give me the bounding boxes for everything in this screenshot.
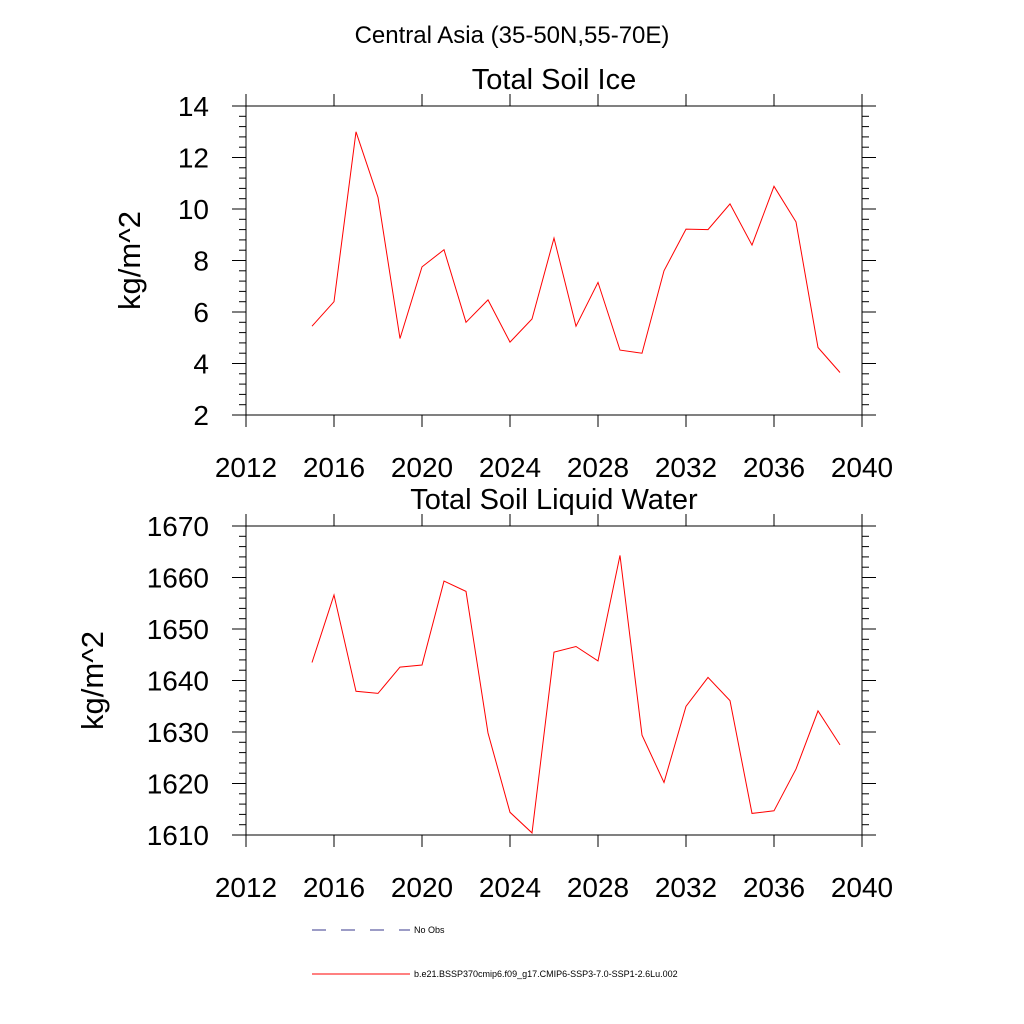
chart0-ytick-label: 10 — [178, 194, 209, 225]
chart0-ytick-label: 6 — [193, 297, 209, 328]
panel-total-soil-ice: 2012 2016 2020 2024 2028 2032 2036 2040 2 4 6 8 10 12… — [112, 64, 893, 483]
legend-item-no-obs: No Obs — [312, 925, 445, 935]
chart0-xtick-label: 2032 — [655, 452, 717, 483]
panel-total-soil-liquid-water: 2012 2016 2020 2024 2028 2032 2036 2040 1610 1620… — [75, 484, 893, 903]
legend: No Obs b.e21.BSSP370cmip6.f09_g17.CMIP6-… — [312, 925, 678, 979]
chart0-xtick-label: 2040 — [831, 452, 893, 483]
chart1-ylabel: kg/m^2 — [75, 631, 110, 730]
chart0-xtick-label: 2012 — [215, 452, 277, 483]
chart1-ytick-label: 1650 — [147, 614, 209, 645]
chart0-ytick-label: 8 — [193, 246, 209, 277]
legend-label-model-run: b.e21.BSSP370cmip6.f09_g17.CMIP6-SSP3-7.… — [414, 969, 678, 979]
chart0-plot-frame — [245, 105, 863, 416]
chart1-xtick-label: 2020 — [391, 872, 453, 903]
chart0-title: Total Soil Ice — [472, 64, 636, 96]
chart0-ylabel: kg/m^2 — [112, 211, 147, 310]
chart1-xtick-label: 2028 — [567, 872, 629, 903]
figure-supertitle: Central Asia (35-50N,55-70E) — [355, 22, 670, 49]
legend-item-model-run: b.e21.BSSP370cmip6.f09_g17.CMIP6-SSP3-7.… — [312, 969, 678, 979]
chart1-ytick-label: 1630 — [147, 717, 209, 748]
legend-label-no-obs: No Obs — [414, 925, 445, 935]
chart0-xtick-label: 2036 — [743, 452, 805, 483]
chart0-xtick-label: 2028 — [567, 452, 629, 483]
chart0-series-line — [311, 131, 841, 373]
chart0-ytick-label: 2 — [193, 400, 209, 431]
chart1-ytick-label: 1610 — [147, 820, 209, 851]
chart1-xtick-label: 2032 — [655, 872, 717, 903]
chart1-ytick-label: 1670 — [147, 511, 209, 542]
chart1-xtick-label: 2012 — [215, 872, 277, 903]
chart0-ytick-label: 12 — [178, 143, 209, 174]
chart0-xtick-label: 2024 — [479, 452, 541, 483]
chart1-xtick-label: 2036 — [743, 872, 805, 903]
chart1-plot-frame — [245, 525, 863, 836]
chart1-xtick-label: 2024 — [479, 872, 541, 903]
chart1-ytick-label: 1660 — [147, 563, 209, 594]
chart1-ytick-label: 1640 — [147, 666, 209, 697]
chart0-ytick-label: 4 — [193, 349, 209, 380]
chart0-ytick-label: 14 — [178, 91, 209, 122]
chart0-xtick-label: 2020 — [391, 452, 453, 483]
chart1-title: Total Soil Liquid Water — [410, 484, 698, 516]
chart0-xtick-label: 2016 — [303, 452, 365, 483]
chart1-xtick-label: 2040 — [831, 872, 893, 903]
chart1-xtick-label: 2016 — [303, 872, 365, 903]
chart1-ytick-label: 1620 — [147, 769, 209, 800]
chart1-series-line — [311, 555, 841, 834]
